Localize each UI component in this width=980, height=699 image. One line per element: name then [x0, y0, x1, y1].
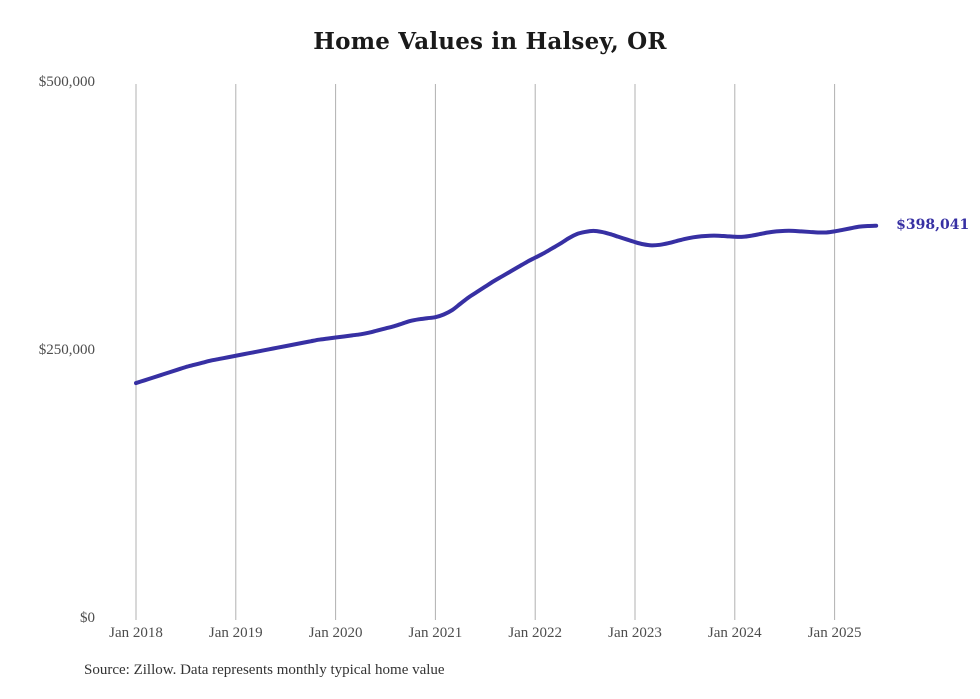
source-note: Source: Zillow. Data represents monthly … [84, 662, 445, 678]
chart-title: Home Values in Halsey, OR [313, 28, 667, 55]
x-axis-tick-label: Jan 2021 [408, 625, 463, 641]
x-axis-tick-label: Jan 2022 [508, 625, 563, 641]
x-axis-tick-label: Jan 2024 [707, 625, 762, 641]
x-axis-tick-label: Jan 2023 [608, 625, 662, 641]
y-axis-tick-label: $0 [80, 610, 95, 626]
end-value-annotation: $398,041 [896, 216, 970, 233]
x-axis-tick-label: Jan 2018 [109, 625, 163, 641]
gridlines [135, 84, 836, 620]
x-axis-tick-label: Jan 2019 [208, 625, 263, 641]
y-axis-tick-label: $500,000 [38, 74, 95, 90]
x-axis-tick-label: Jan 2020 [308, 625, 363, 641]
y-axis-tick-label: $250,000 [38, 342, 95, 358]
series-line-typical-home-value [134, 223, 879, 386]
x-axis-tick-label: Jan 2025 [807, 625, 862, 641]
